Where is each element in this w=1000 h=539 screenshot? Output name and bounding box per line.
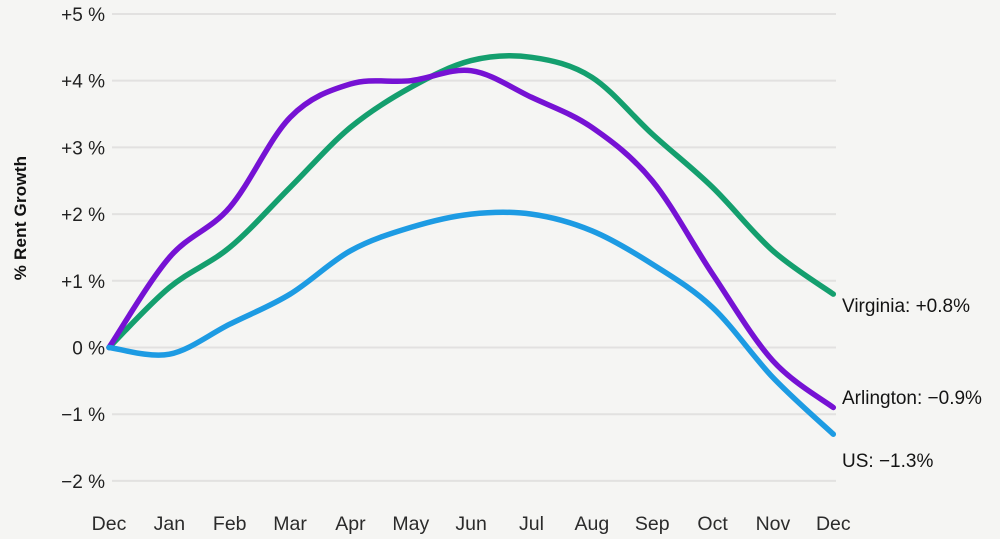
x-tick-label: Jun (455, 513, 486, 535)
x-tick-label: Jul (519, 513, 544, 535)
x-tick-label: Jan (154, 513, 185, 535)
x-tick-label: Apr (335, 513, 366, 535)
series-line-virginia (106, 53, 837, 351)
x-tick-label: Dec (92, 513, 127, 535)
y-tick-label: 0 % (72, 339, 105, 360)
x-tick-label: Mar (273, 513, 307, 535)
x-tick-label: Feb (213, 513, 247, 535)
x-tick-label: Oct (697, 513, 728, 535)
end-label-arlington: Arlington: −0.9% (842, 388, 982, 409)
y-axis-title: % Rent Growth (11, 155, 30, 281)
x-tick-label: Sep (635, 513, 670, 535)
y-tick-label: +5 % (61, 5, 105, 26)
x-tick-label: Nov (756, 513, 791, 535)
y-tick-label: +1 % (61, 272, 105, 293)
y-tick-label: +3 % (61, 138, 105, 159)
end-label-virginia: Virginia: +0.8% (842, 296, 970, 317)
y-tick-label: +4 % (61, 72, 105, 93)
x-tick-label: Aug (575, 513, 610, 535)
end-label-us: US: −1.3% (842, 451, 934, 472)
series-line-us (106, 209, 837, 437)
series-line-arlington (106, 67, 837, 411)
x-tick-label: Dec (816, 513, 851, 535)
y-tick-label: −1 % (61, 405, 105, 426)
y-tick-label: −2 % (61, 472, 105, 493)
y-tick-label: +2 % (61, 205, 105, 226)
x-tick-label: May (392, 513, 429, 535)
